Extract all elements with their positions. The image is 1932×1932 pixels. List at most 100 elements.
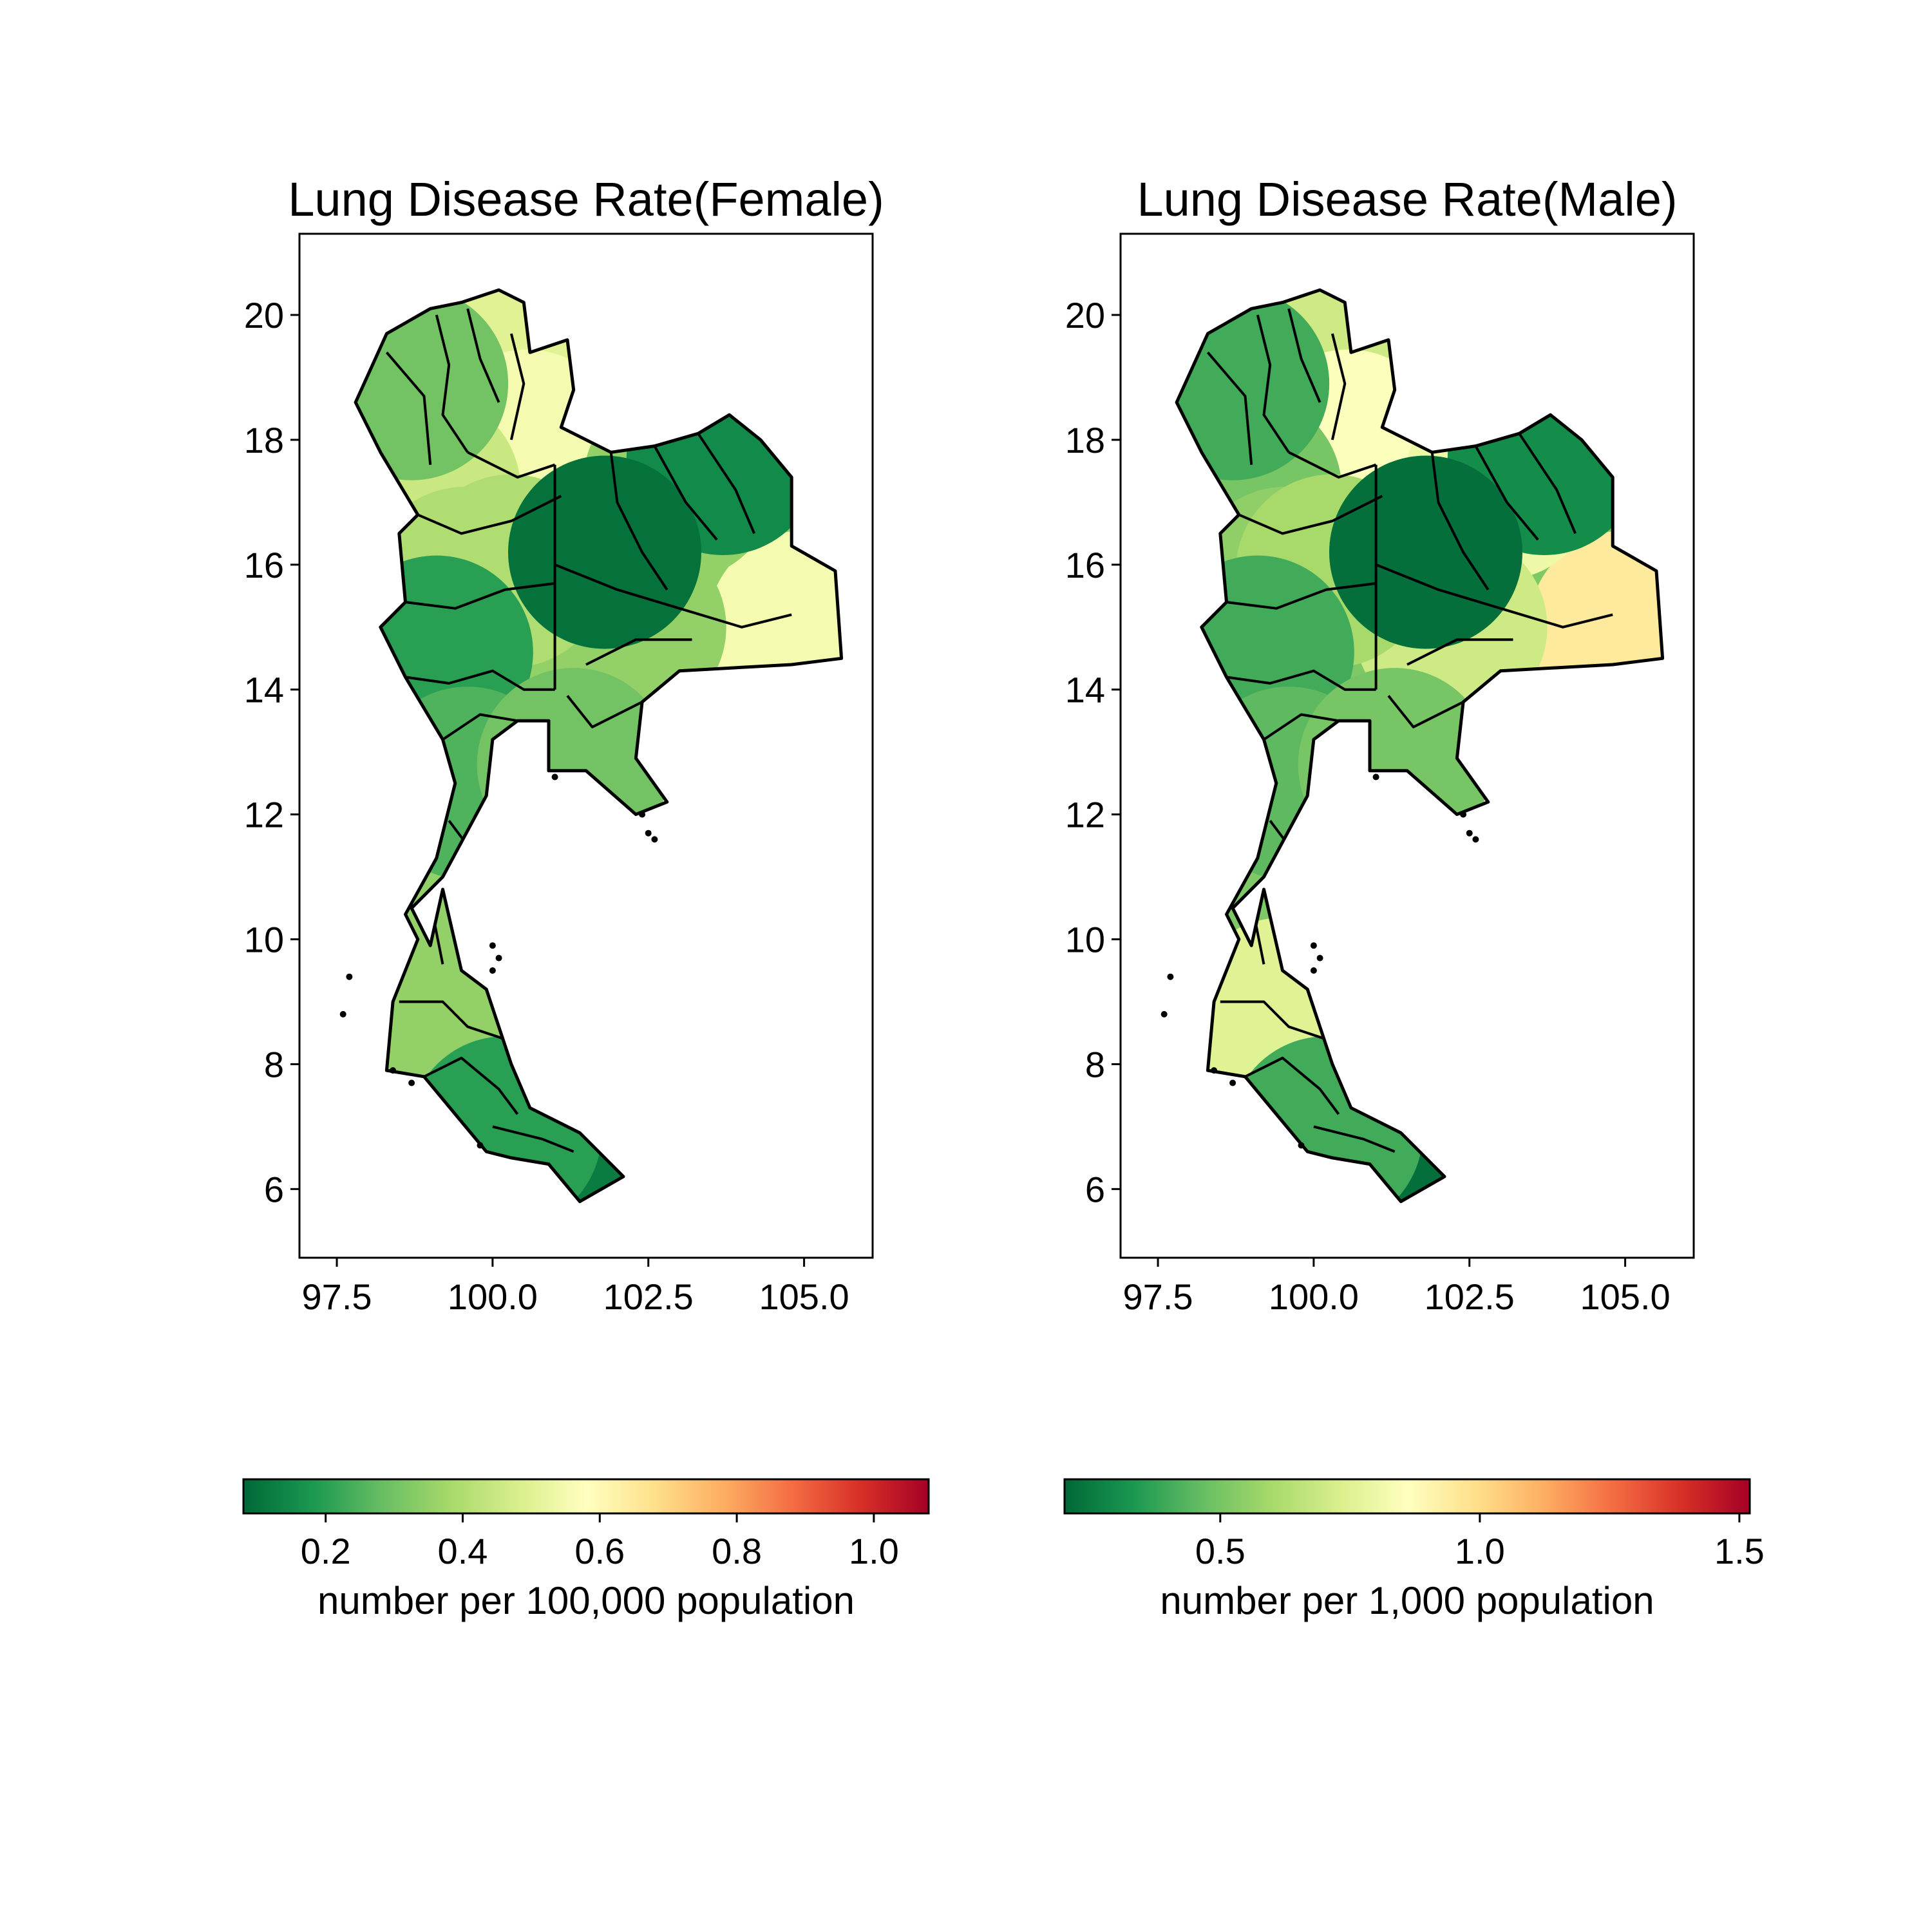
y-tick-label: 16: [244, 545, 284, 585]
male-map-title: Lung Disease Rate(Male): [1137, 173, 1677, 226]
province-boundary: [466, 308, 500, 403]
colorbar-tick-label: 1.5: [1714, 1531, 1765, 1571]
province-boundary: [1313, 1125, 1396, 1153]
y-tick-label: 20: [1065, 295, 1105, 336]
province-boundary: [492, 1125, 574, 1153]
colorbar-tick-label: 0.5: [1195, 1531, 1245, 1571]
island-marker: [1316, 954, 1323, 961]
male-colorbar-ticks: 0.5 1.0 1.5: [1195, 1513, 1765, 1571]
province-boundary: [467, 451, 556, 479]
province-cell: [1329, 455, 1522, 649]
island-marker: [1310, 942, 1317, 949]
province-boundary: [609, 452, 668, 591]
island-marker: [651, 836, 658, 843]
province-boundary: [1375, 563, 1613, 629]
province-boundary: [1430, 452, 1490, 591]
male-map-frame: [1119, 232, 1695, 1259]
y-tick-label: 16: [1065, 545, 1105, 585]
province-cell: [1229, 1036, 1423, 1202]
island-marker: [1460, 811, 1467, 818]
province-boundary: [1206, 351, 1253, 465]
country-outline: [354, 288, 844, 1204]
province-boundary: [1226, 582, 1376, 610]
island-marker: [1310, 967, 1317, 974]
y-tick-label: 14: [1065, 670, 1105, 710]
province-boundary: [1244, 1056, 1340, 1115]
province-boundary: [1406, 638, 1513, 666]
male-x-axis: 97.5 100.0 102.5 105.0: [1123, 1258, 1671, 1317]
province-cell: [355, 290, 509, 480]
colorbar-tick-label: 0.2: [301, 1531, 351, 1571]
x-tick-label: 100.0: [448, 1276, 538, 1317]
island-marker: [645, 829, 652, 837]
island-marker: [639, 811, 646, 818]
male-map-panel: Lung Disease Rate(Male) 97.5 100.0 102.5 10…: [1065, 173, 1695, 1317]
x-tick-label: 97.5: [302, 1276, 372, 1317]
province-boundary: [417, 495, 562, 535]
province-boundary: [1226, 669, 1376, 691]
province-cells: [1177, 290, 1663, 1202]
province-boundary: [1287, 308, 1321, 403]
province-cell: [1177, 290, 1330, 480]
province-boundary: [653, 445, 718, 541]
province-boundary: [1263, 713, 1339, 741]
female-colorbar-label: number per 100,000 population: [317, 1579, 855, 1622]
country-outline: [1175, 288, 1665, 1204]
province-boundary: [1238, 495, 1383, 535]
male-colorbar: 0.5 1.0 1.5 number per 1,000 population: [1063, 1478, 1765, 1622]
island-marker: [489, 967, 496, 974]
island-marker: [551, 773, 558, 781]
province-boundary: [442, 713, 518, 741]
y-tick-label: 12: [244, 795, 284, 835]
island-marker: [1167, 973, 1174, 980]
y-tick-label: 10: [244, 920, 284, 960]
colorbar-tick-label: 0.6: [574, 1531, 625, 1571]
province-cell: [508, 455, 701, 649]
island-marker: [1472, 836, 1479, 843]
female-choropleth: [339, 288, 844, 1204]
y-tick-label: 12: [1065, 795, 1105, 835]
province-boundary: [385, 351, 432, 465]
x-tick-label: 105.0: [759, 1276, 849, 1317]
colorbar-tick-label: 0.4: [438, 1531, 488, 1571]
y-tick-label: 18: [1065, 420, 1105, 460]
female-colorbar-ticks: 0.2 0.4 0.6 0.8 1.0: [301, 1513, 899, 1571]
province-boundary: [1387, 695, 1464, 728]
province-boundary: [405, 669, 555, 691]
female-y-axis: 6 8 10 12 14 16 18 20: [244, 295, 299, 1209]
x-tick-label: 97.5: [1123, 1276, 1193, 1317]
colorbar-tick-label: 1.0: [1455, 1531, 1505, 1571]
female-colorbar-gradient: [242, 1478, 930, 1515]
province-boundary: [554, 563, 792, 629]
male-colorbar-label: number per 1,000 population: [1160, 1579, 1654, 1622]
province-boundary: [1518, 433, 1577, 535]
x-tick-label: 100.0: [1269, 1276, 1359, 1317]
island-marker: [339, 1010, 346, 1018]
y-tick-label: 10: [1065, 920, 1105, 960]
x-tick-label: 102.5: [1425, 1276, 1515, 1317]
province-boundary: [585, 638, 692, 666]
y-tick-label: 6: [264, 1169, 284, 1209]
island-marker: [1160, 1010, 1168, 1018]
island-marker: [346, 973, 353, 980]
province-boundary: [1474, 445, 1539, 541]
x-tick-label: 105.0: [1580, 1276, 1671, 1317]
province-boundary: [509, 333, 526, 440]
island-marker: [495, 954, 502, 961]
island-marker: [1298, 1142, 1305, 1149]
male-colorbar-gradient: [1063, 1478, 1751, 1515]
island-marker: [477, 1142, 484, 1149]
island-marker: [408, 1079, 415, 1086]
island-marker: [1211, 1067, 1218, 1074]
province-boundary: [1288, 451, 1377, 479]
y-tick-label: 8: [264, 1044, 284, 1084]
y-tick-label: 8: [1085, 1044, 1105, 1084]
island-marker: [1229, 1079, 1236, 1086]
female-colorbar: 0.2 0.4 0.6 0.8 1.0 number per 100,000 popul…: [242, 1478, 930, 1622]
island-marker: [390, 1067, 397, 1074]
island-marker: [489, 942, 496, 949]
male-y-axis: 6 8 10 12 14 16 18 20: [1065, 295, 1121, 1209]
province-boundary: [1256, 314, 1290, 453]
y-tick-label: 18: [244, 420, 284, 460]
